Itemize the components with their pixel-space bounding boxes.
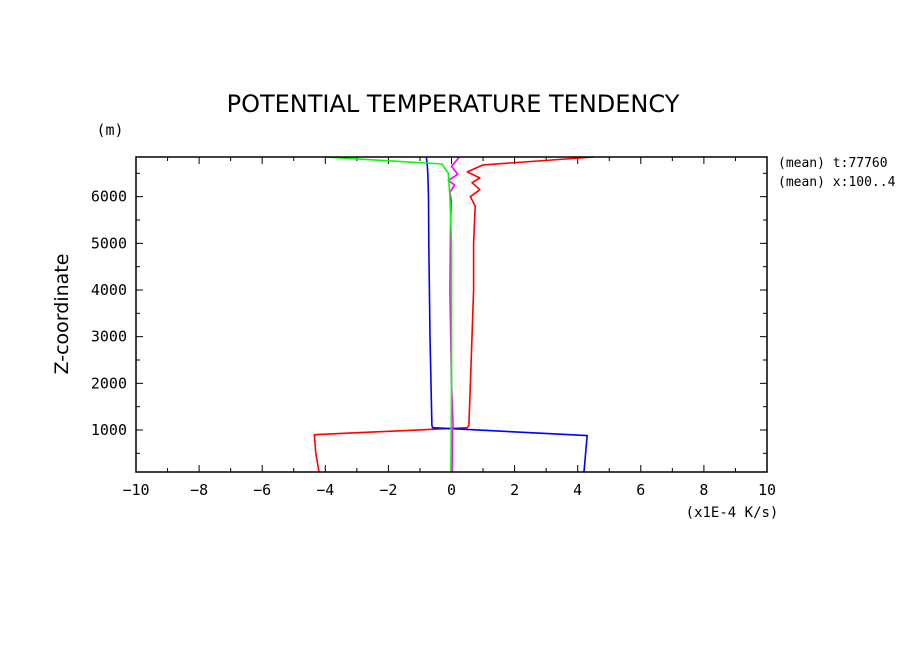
y-unit-label: (m) bbox=[96, 121, 123, 139]
series-line-3 bbox=[447, 156, 461, 473]
x-tick-label: 6 bbox=[636, 481, 645, 499]
series-line-1 bbox=[313, 156, 594, 473]
series-line-2 bbox=[425, 156, 589, 473]
series-line-4 bbox=[325, 156, 453, 473]
y-tick-label: 2000 bbox=[91, 374, 127, 392]
x-tick-label: 4 bbox=[573, 481, 582, 499]
y-axis-title: Z-coordinate bbox=[51, 254, 73, 375]
x-tick-label: 8 bbox=[699, 481, 708, 499]
y-tick-label: 6000 bbox=[91, 188, 127, 206]
x-tick-label: −10 bbox=[122, 481, 149, 499]
plot-frame bbox=[135, 156, 768, 473]
x-tick-label: −4 bbox=[316, 481, 334, 499]
x-tick-label: 0 bbox=[447, 481, 456, 499]
x-tick-label: 10 bbox=[758, 481, 776, 499]
x-tick-label: −2 bbox=[379, 481, 397, 499]
annotation-time-mean: (mean) t:77760 bbox=[778, 156, 888, 171]
series-lines bbox=[313, 156, 594, 473]
chart-title: POTENTIAL TEMPERATURE TENDENCY bbox=[227, 90, 680, 118]
x-tick-label: −8 bbox=[190, 481, 208, 499]
y-tick-label: 4000 bbox=[91, 281, 127, 299]
x-tick-label: −6 bbox=[253, 481, 271, 499]
axis-ticks: −10 −8 −6 −4 −2 0 2 4 6 8 10 1000 2000 3000 4000 5000 60… bbox=[91, 157, 776, 499]
x-axis-title: (x1E-4 K/s) bbox=[686, 505, 779, 521]
y-tick-label: 1000 bbox=[91, 421, 127, 439]
y-tick-label: 3000 bbox=[91, 328, 127, 346]
annotation-x-mean: (mean) x:100..4 bbox=[778, 175, 896, 190]
x-tick-label: 2 bbox=[510, 481, 519, 499]
y-tick-label: 5000 bbox=[91, 234, 127, 252]
